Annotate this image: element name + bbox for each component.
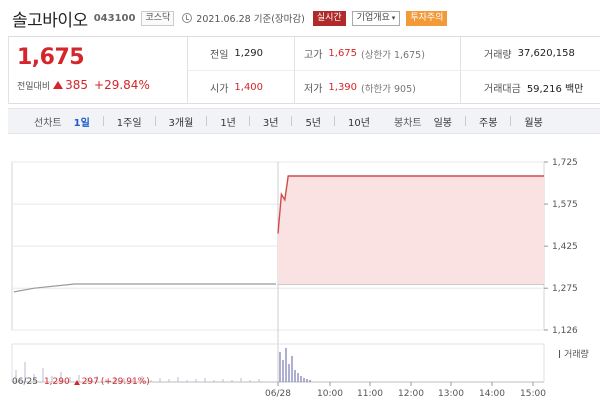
prev-close-label: 전일	[210, 50, 229, 61]
volume-legend-label: 거래량	[564, 350, 589, 360]
up-arrow-icon	[53, 81, 64, 89]
prev-day-line	[13, 283, 276, 293]
x-tick-label: 06/28	[265, 389, 291, 399]
clock-icon	[182, 13, 193, 23]
divider	[206, 116, 208, 126]
chevron-down-icon: ▾	[391, 13, 396, 22]
period-10y[interactable]: 10년	[348, 117, 370, 129]
current-price-box: 1,675 전일대비 385 +29.84%	[8, 37, 188, 104]
price-change: 전일대비 385 +29.84%	[17, 78, 150, 92]
low-label: 저가	[304, 84, 323, 95]
change-percent: +29.84%	[94, 78, 150, 92]
divider	[102, 116, 104, 126]
open-label: 시가	[210, 84, 229, 95]
stock-name: 솔고바이오	[12, 10, 88, 31]
x-tick-label: 13:00	[438, 389, 464, 399]
open-value: 1,400	[234, 82, 264, 93]
prev-day-label: 06/25	[12, 377, 38, 387]
prev-day-price: 1,290	[43, 377, 70, 387]
lower-limit: (하한가 905)	[361, 83, 416, 95]
change-label: 전일대비	[17, 81, 51, 92]
change-amount: 385	[65, 78, 89, 92]
line-chart-label: 선차트	[34, 117, 62, 129]
high-price: 고가 1,675 (상한가 1,675)	[304, 37, 425, 70]
investment-warning-badge: 투자주의	[406, 10, 448, 26]
x-tick-label: 14:00	[479, 389, 505, 399]
y-tick-label: 1,126	[552, 326, 578, 336]
prev-day-pct: (+29.91%)	[100, 377, 150, 387]
period-1w[interactable]: 1주일	[116, 117, 142, 129]
trade-value-label: 거래대금	[484, 84, 521, 95]
divider	[510, 116, 512, 126]
upper-limit: (상한가 1,675)	[361, 49, 425, 61]
candle-chart-label: 봉차트	[394, 117, 422, 129]
trade-value: 거래대금 59,216 백만	[484, 71, 583, 104]
bar-icon	[559, 349, 560, 358]
price-chart-svg: 1,725 1,575 1,425 1,275 1,126 06/28 10:00 11:00…	[11, 158, 578, 399]
stock-code: 043100	[93, 12, 136, 24]
high-value: 1,675	[328, 48, 358, 59]
prev-day-summary: 06/25 1,290 297 (+29.91%)	[12, 377, 150, 387]
period-1d[interactable]: 1일	[73, 117, 90, 129]
volume-value: 37,620,158	[517, 48, 575, 59]
divider	[188, 70, 600, 71]
trade-value-value: 59,216 백만	[526, 84, 584, 95]
candle-daily[interactable]: 일봉	[433, 117, 453, 129]
volume: 거래량 37,620,158	[484, 37, 575, 70]
x-tick-label: 12:00	[398, 389, 424, 399]
candle-monthly[interactable]: 월봉	[524, 117, 543, 129]
low-value: 1,390	[328, 82, 358, 93]
chart-toolbar: 선차트 1일 1주일 3개월 1년 3년 5년 10년 봉차트 일봉 주봉 월봉	[8, 108, 600, 134]
y-tick-label: 1,425	[552, 242, 578, 252]
divider	[248, 116, 250, 126]
up-arrow-icon	[73, 379, 80, 385]
y-tick-label: 1,725	[552, 158, 578, 168]
divider	[334, 116, 335, 126]
period-3m[interactable]: 3개월	[168, 117, 194, 129]
candle-options: 봉차트 일봉 주봉 월봉	[394, 109, 556, 133]
period-3y[interactable]: 3년	[262, 117, 279, 129]
x-tick-label: 15:00	[520, 389, 546, 399]
market-tag: 코스닥	[141, 10, 175, 26]
base-date: 2021.06.28 기준(장마감)	[196, 14, 305, 25]
candle-weekly[interactable]: 주봉	[479, 117, 498, 129]
high-label: 고가	[304, 50, 323, 61]
low-price: 저가 1,390 (하한가 905)	[304, 71, 416, 104]
company-overview-label: 기업개요	[356, 12, 390, 23]
prev-close-value: 1,290	[234, 48, 264, 59]
y-tick-label: 1,275	[552, 284, 578, 294]
price-chart[interactable]: 1,725 1,575 1,425 1,275 1,126 06/28 10:00 11:00…	[0, 148, 600, 404]
current-price: 1,675	[17, 45, 85, 70]
x-tick-label: 10:00	[317, 389, 343, 399]
price-area	[278, 176, 544, 285]
period-5y[interactable]: 5년	[305, 117, 321, 129]
x-tick-label: 11:00	[357, 389, 383, 399]
y-tick-label: 1,575	[552, 200, 578, 210]
prev-close: 전일 1,290	[210, 37, 263, 70]
stock-header: 솔고바이오 043100 코스닥 2021.06.28 기준(장마감) 실시간 …	[0, 0, 600, 36]
price-summary: 1,675 전일대비 385 +29.84% 전일 1,290 고가 1,675…	[8, 36, 600, 104]
open-price: 시가 1,400	[210, 71, 263, 104]
prev-day-change: 297	[81, 377, 99, 387]
realtime-button[interactable]: 실시간	[312, 10, 346, 26]
company-overview-button[interactable]: 기업개요 ▾	[351, 10, 401, 26]
volume-legend: 거래량	[559, 347, 589, 360]
period-1y[interactable]: 1년	[220, 117, 236, 129]
divider	[465, 116, 467, 126]
price-line	[277, 175, 544, 234]
divider	[154, 116, 156, 126]
stat-grid: 전일 1,290 고가 1,675 (상한가 1,675) 거래량 37,620…	[188, 37, 600, 104]
divider	[291, 116, 293, 126]
volume-label: 거래량	[484, 50, 512, 61]
